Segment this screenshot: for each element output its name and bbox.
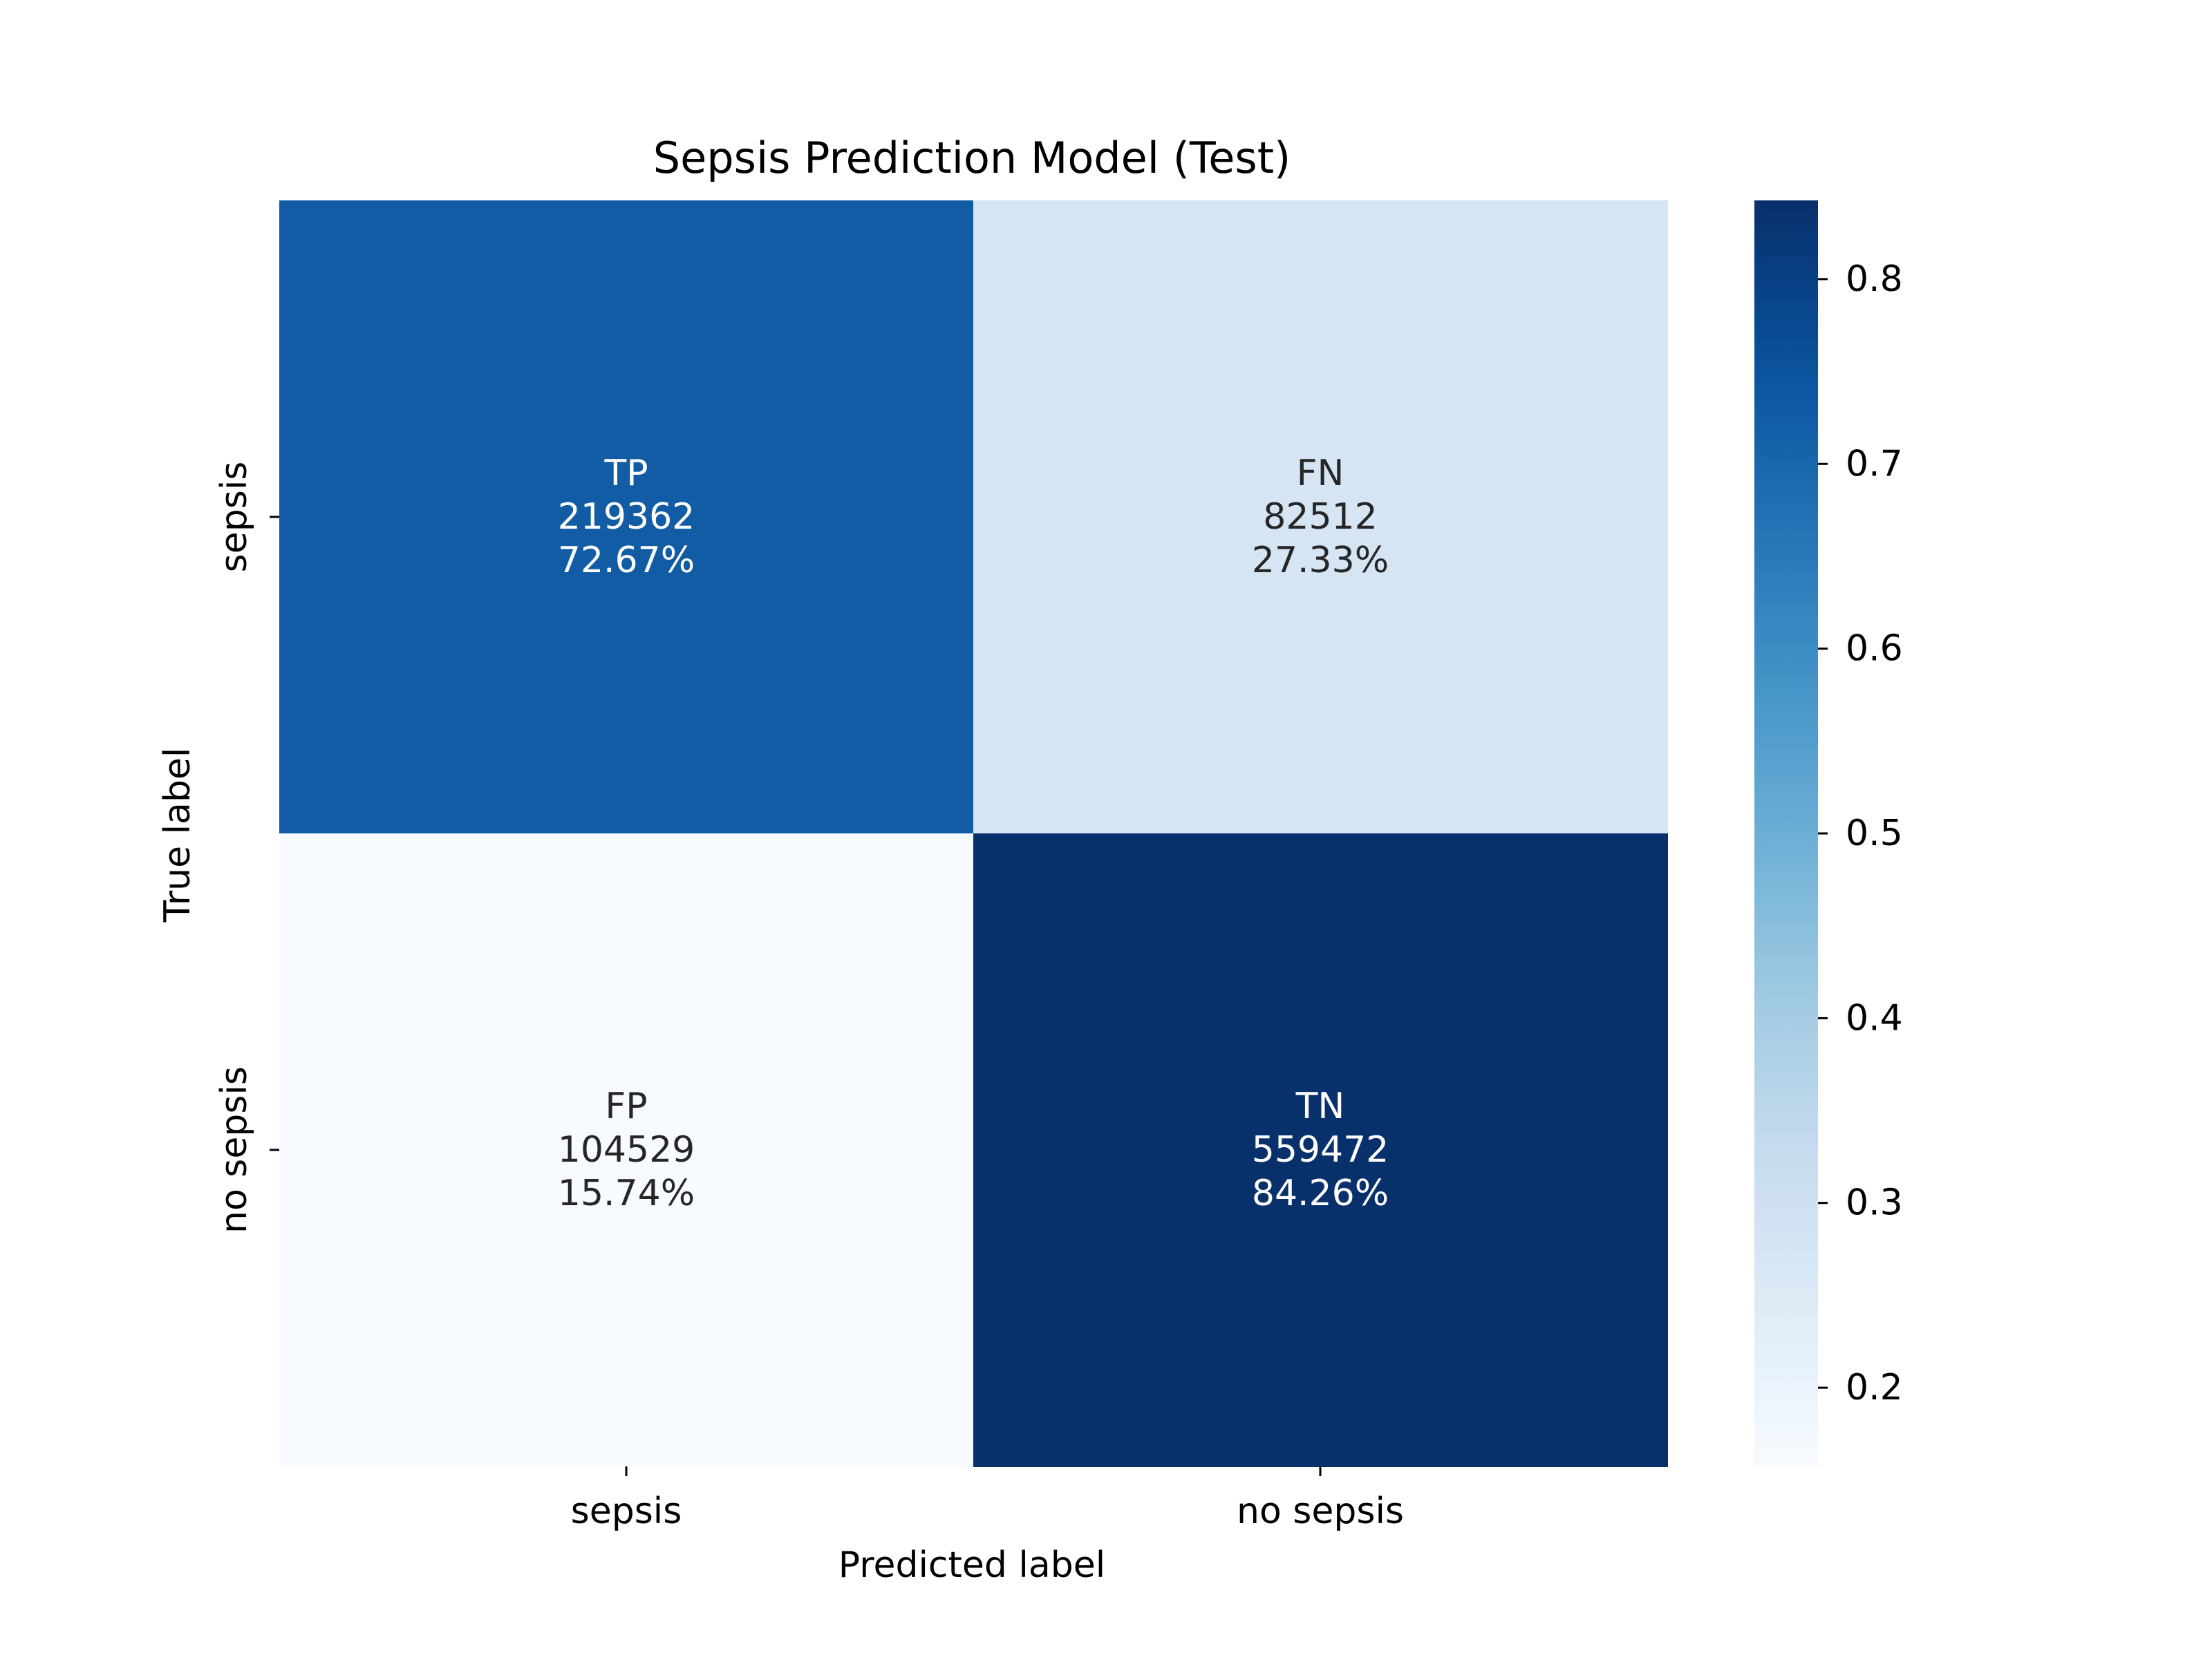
cell-count-label: 82512 [1263, 496, 1377, 538]
colorbar-tick-label: 0.4 [1846, 997, 1903, 1039]
x-tick-label: no sepsis [1237, 1491, 1404, 1532]
y-tick-label: no sepsis [214, 1066, 255, 1234]
colorbar [1754, 200, 1818, 1466]
heatmap-cell-tn [973, 833, 1668, 1467]
colorbar-tick-label: 0.7 [1846, 443, 1903, 484]
y-tick-label: sepsis [214, 462, 255, 573]
cell-count-label: 104529 [558, 1129, 695, 1171]
colorbar-tick-label: 0.8 [1846, 258, 1903, 300]
y-axis: sepsis no sepsis [214, 462, 279, 1234]
heatmap-cells [279, 200, 1668, 1467]
cell-tag-label: TP [603, 453, 648, 494]
cell-count-label: 219362 [558, 496, 695, 538]
cell-pct-label: 84.26% [1252, 1173, 1389, 1214]
x-tick-label: sepsis [571, 1491, 682, 1532]
chart-title: Sepsis Prediction Model (Test) [653, 133, 1291, 183]
heatmap-cell-tp [279, 200, 974, 834]
x-axis: sepsis no sepsis [571, 1466, 1404, 1532]
x-axis-title: Predicted label [838, 1545, 1105, 1586]
colorbar-axis: 0.2 0.3 0.4 0.5 0.6 0.7 0.8 [1818, 258, 1903, 1408]
cell-tag-label: TN [1295, 1086, 1345, 1127]
cell-pct-label: 15.74% [558, 1173, 695, 1214]
cell-count-label: 559472 [1252, 1129, 1389, 1171]
colorbar-tick-label: 0.5 [1846, 813, 1903, 854]
heatmap-cell-fn [973, 200, 1668, 834]
cell-pct-label: 72.67% [558, 540, 695, 581]
y-axis-title: True label [157, 748, 198, 923]
colorbar-tick-label: 0.3 [1846, 1182, 1903, 1224]
cell-tag-label: FP [605, 1086, 647, 1127]
cell-pct-label: 27.33% [1252, 540, 1389, 581]
heatmap-cell-fp [279, 833, 974, 1467]
colorbar-tick-label: 0.6 [1846, 628, 1903, 670]
cell-tag-label: FN [1297, 453, 1344, 494]
colorbar-tick-label: 0.2 [1846, 1367, 1903, 1408]
